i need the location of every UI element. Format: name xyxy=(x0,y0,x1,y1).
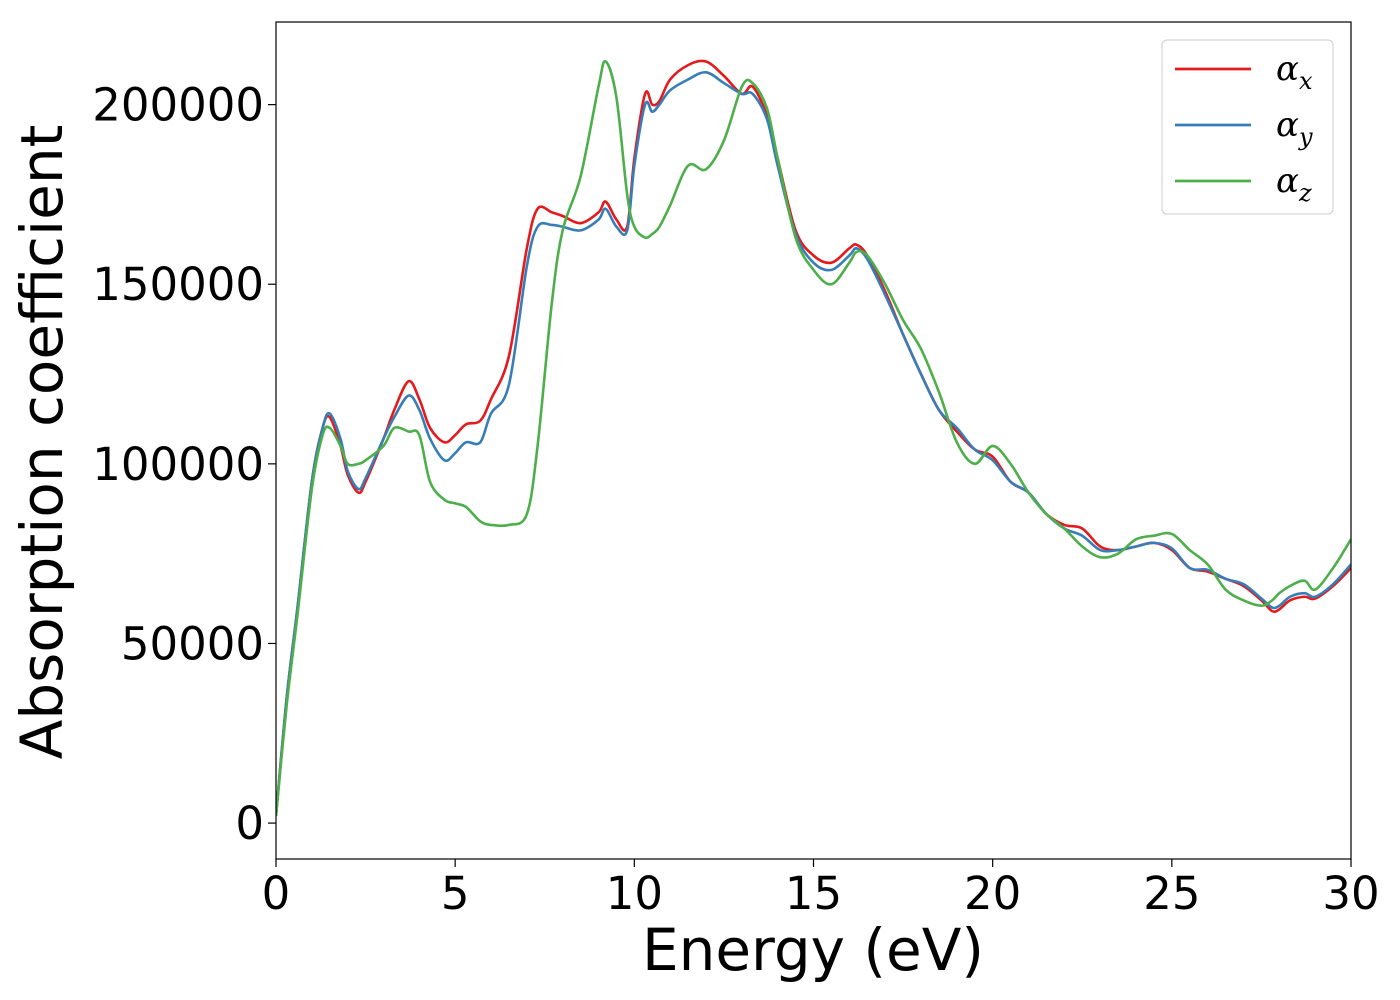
legend-box xyxy=(1161,39,1334,215)
x-tick-label: 15 xyxy=(785,867,842,920)
y-tick-label: 0 xyxy=(235,797,264,850)
x-axis-ticks: 0 5 10 15 20 25 30 xyxy=(262,859,1380,920)
x-tick-label: 5 xyxy=(441,867,470,920)
series-lines xyxy=(276,59,1351,817)
y-tick-label: 100000 xyxy=(92,438,264,491)
y-tick-label: 200000 xyxy=(92,79,264,132)
y-axis-label: Absorption coefficient xyxy=(8,125,76,760)
x-tick-label: 20 xyxy=(964,867,1021,920)
x-tick-label: 10 xyxy=(606,867,663,920)
legend: αx αy αz xyxy=(1161,39,1334,215)
series-line-z xyxy=(276,59,1351,817)
x-tick-label: 0 xyxy=(262,867,291,920)
y-tick-label: 150000 xyxy=(92,258,264,311)
y-tick-label: 50000 xyxy=(121,617,264,670)
series-line-y xyxy=(276,70,1351,817)
x-axis-label: Energy (eV) xyxy=(642,916,984,984)
x-tick-label: 25 xyxy=(1143,867,1200,920)
legend-label: αy xyxy=(1276,105,1313,151)
y-axis-ticks: 0 50000 100000 150000 200000 xyxy=(92,79,276,850)
legend-label: αz xyxy=(1276,161,1312,207)
legend-label: αx xyxy=(1276,49,1313,95)
x-tick-label: 30 xyxy=(1322,867,1379,920)
